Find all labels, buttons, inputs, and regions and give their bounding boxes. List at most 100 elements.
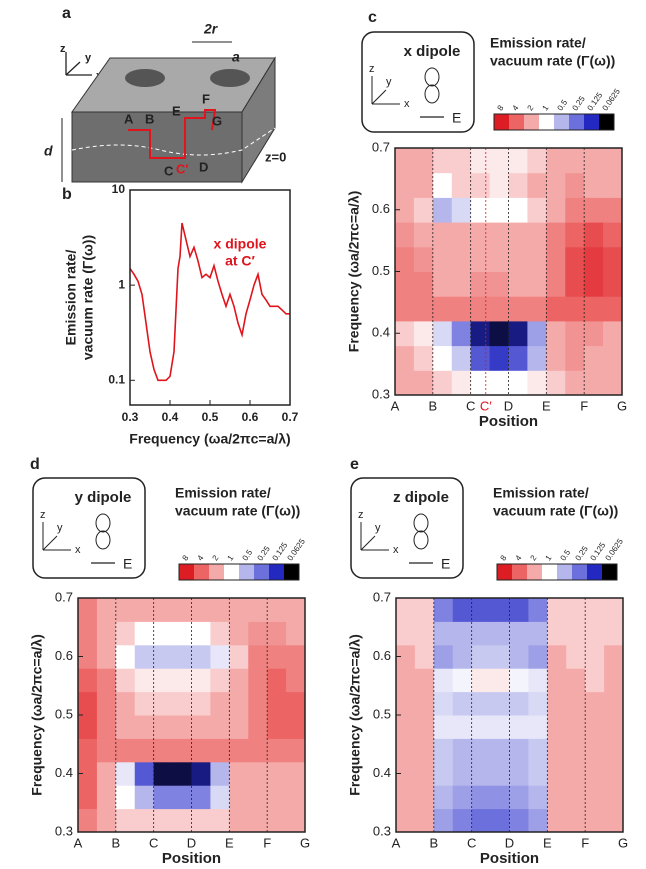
- heat-cell: [528, 809, 547, 833]
- heat-cell: [267, 738, 286, 762]
- heat-cell: [116, 785, 135, 809]
- heat-cell: [267, 809, 286, 833]
- heat-cell: [210, 809, 229, 833]
- heat-cell: [527, 296, 546, 321]
- heat-cell: [565, 247, 584, 272]
- heat-cell: [546, 197, 565, 222]
- x-tick-label: C′: [480, 398, 492, 413]
- heat-cell: [510, 762, 529, 786]
- heat-cell: [267, 762, 286, 786]
- point-label: F: [202, 91, 210, 106]
- y-tick-label: 10: [112, 182, 126, 196]
- heat-cell: [547, 715, 566, 739]
- figure: a z y x A B E F G C C′ D d z=0 2r a b0.1…: [0, 0, 646, 864]
- heat-cell: [604, 692, 623, 716]
- heat-cell: [510, 715, 529, 739]
- colorbar-tick-label: 8: [495, 103, 505, 112]
- heat-cell: [173, 738, 192, 762]
- heat-cell: [565, 346, 584, 371]
- heat-cell: [527, 272, 546, 297]
- heat-cell: [472, 668, 491, 692]
- heat-cell: [527, 173, 546, 198]
- heat-cell: [565, 148, 584, 173]
- heat-cell: [547, 692, 566, 716]
- heat-cell: [471, 346, 490, 371]
- colorbar-tick-label: 0.5: [558, 548, 572, 563]
- heat-cell: [97, 621, 116, 645]
- heat-cell: [396, 785, 415, 809]
- y-tick-label: 0.4: [372, 325, 390, 340]
- heat-cell: [414, 296, 433, 321]
- colorbar-swatch: [224, 564, 239, 580]
- colorbar-swatch: [494, 114, 509, 130]
- heat-cell: [116, 692, 135, 716]
- y-tick-label: 0.7: [373, 589, 391, 604]
- heat-cell: [415, 645, 434, 669]
- heat-cell: [229, 645, 248, 669]
- colorbar-swatch: [569, 114, 584, 130]
- x-tick-label: A: [74, 835, 83, 850]
- heat-cell: [154, 715, 173, 739]
- heat-cell: [267, 668, 286, 692]
- heat-cell: [584, 370, 603, 395]
- axis-y: y: [386, 76, 392, 88]
- heat-cell: [415, 762, 434, 786]
- heat-cell: [414, 272, 433, 297]
- heat-cell: [528, 692, 547, 716]
- heat-cell: [267, 598, 286, 622]
- heat-cell: [471, 173, 490, 198]
- heat-cell: [135, 738, 154, 762]
- axis-z: z: [60, 43, 66, 55]
- colorbar-tick-label: 0.25: [573, 544, 590, 562]
- heat-cell: [229, 809, 248, 833]
- heat-cell: [135, 785, 154, 809]
- heat-cell: [97, 785, 116, 809]
- heat-cell: [472, 715, 491, 739]
- colorbar-swatch: [512, 564, 527, 580]
- heat-cell: [286, 598, 305, 622]
- heat-cell: [585, 762, 604, 786]
- heat-cell: [585, 598, 604, 622]
- x-axis-title: Position: [480, 850, 539, 864]
- y-tick-label: 0.6: [372, 201, 390, 216]
- heat-cell: [248, 738, 267, 762]
- heat-cell: [584, 222, 603, 247]
- heat-cell: [471, 370, 490, 395]
- x-tick-label: F: [580, 398, 588, 413]
- y-axis-title: vacuum rate (Γ(ω)): [80, 235, 96, 360]
- heat-cell: [434, 738, 453, 762]
- colorbar-tick-label: 0.5: [240, 548, 254, 563]
- heat-cell: [490, 148, 509, 173]
- colorbar-swatch: [509, 114, 524, 130]
- heat-cell: [78, 785, 97, 809]
- z0-label: z=0: [265, 149, 286, 164]
- colorbar-title: vacuum rate (Γ(ω)): [490, 53, 615, 69]
- y-tick-label: 0.4: [55, 765, 73, 780]
- heat-cell: [584, 296, 603, 321]
- heat-cell: [547, 809, 566, 833]
- x-tick-label: 0.4: [162, 410, 179, 424]
- heat-cell: [135, 715, 154, 739]
- heat-cell: [173, 809, 192, 833]
- heat-cell: [584, 148, 603, 173]
- y-tick-label: 0.6: [55, 648, 73, 663]
- heat-cell: [585, 692, 604, 716]
- heat-cell: [248, 715, 267, 739]
- heat-cell: [452, 173, 471, 198]
- a-label: a: [232, 49, 240, 65]
- heat-cell: [510, 692, 529, 716]
- heat-cell: [192, 809, 211, 833]
- heat-cell: [248, 809, 267, 833]
- panel-letter: d: [30, 456, 40, 473]
- heat-cell: [210, 645, 229, 669]
- heat-cell: [510, 598, 529, 622]
- heat-cell: [603, 296, 622, 321]
- heat-cell: [192, 785, 211, 809]
- heat-cell: [566, 762, 585, 786]
- heat-cell: [267, 785, 286, 809]
- x-tick-label: E: [543, 835, 552, 850]
- heat-cell: [491, 692, 510, 716]
- heat-cell: [547, 738, 566, 762]
- heat-cell: [603, 272, 622, 297]
- heat-cell: [116, 809, 135, 833]
